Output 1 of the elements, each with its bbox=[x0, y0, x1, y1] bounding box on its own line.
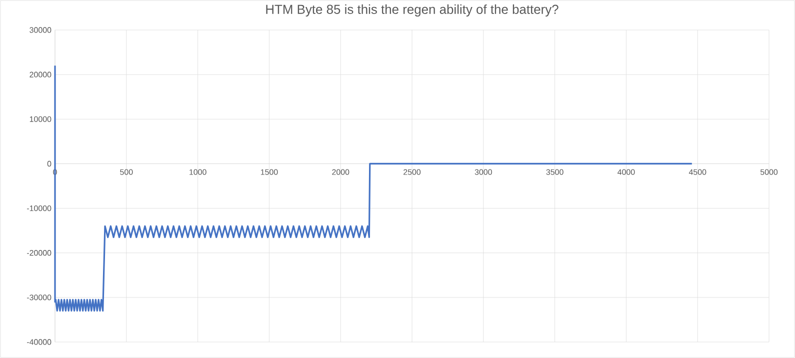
chart-title: HTM Byte 85 is this the regen ability of the battery? bbox=[266, 4, 558, 17]
